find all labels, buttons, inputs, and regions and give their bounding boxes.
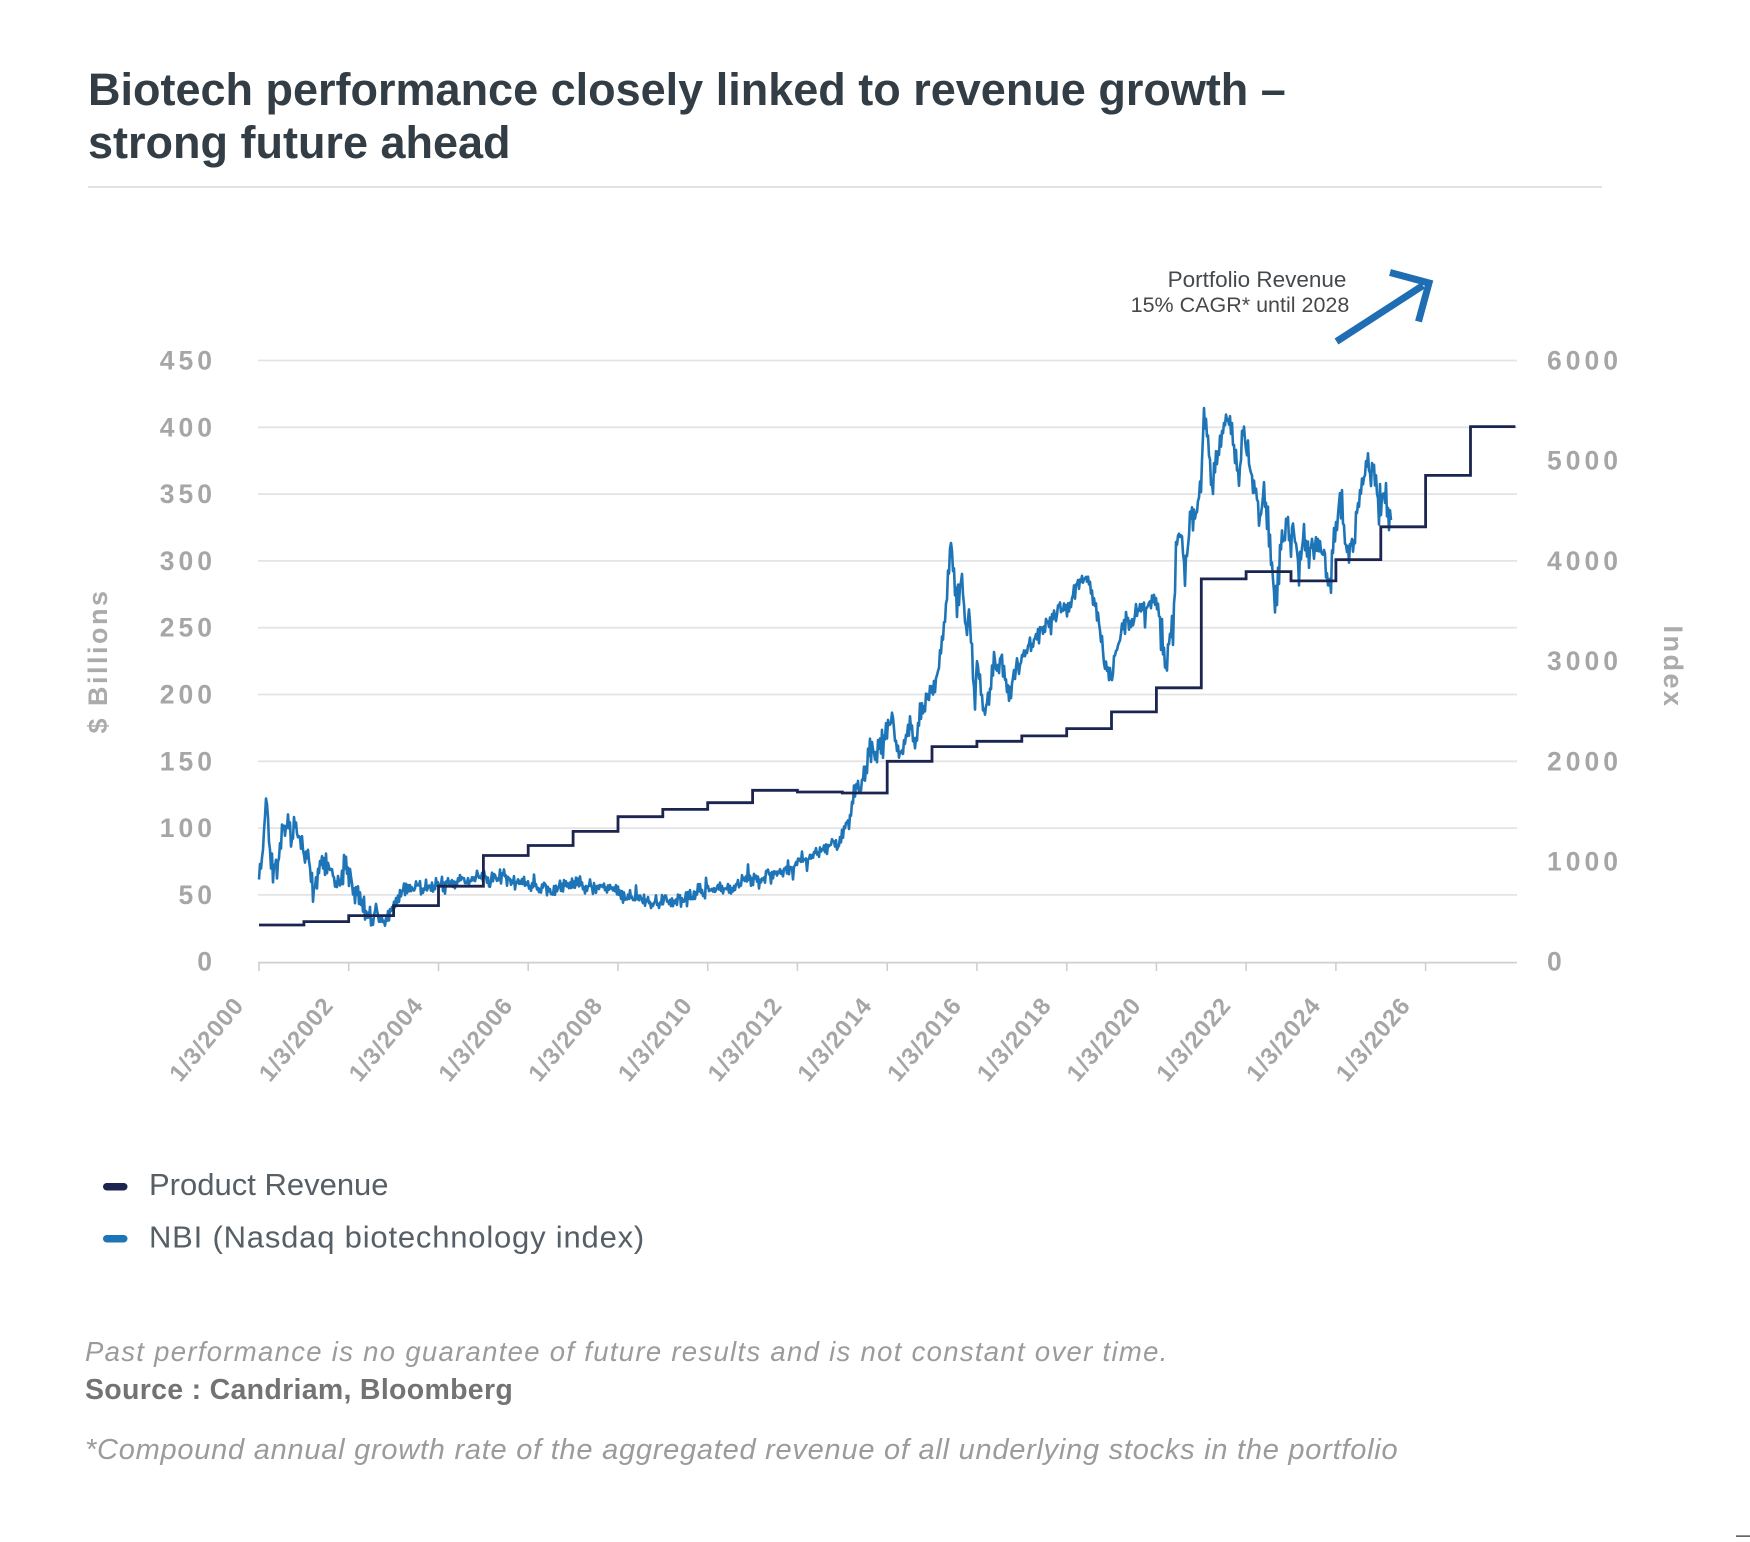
svg-text:$ Billions: $ Billions: [83, 588, 113, 733]
svg-text:450: 450: [160, 346, 216, 376]
svg-text:50: 50: [179, 880, 216, 910]
svg-text:150: 150: [160, 746, 216, 776]
svg-text:NBI (Nasdaq biotechnology inde: NBI (Nasdaq biotechnology index): [149, 1220, 645, 1255]
svg-text:0: 0: [197, 947, 216, 977]
svg-text:250: 250: [160, 613, 216, 643]
svg-text:1000: 1000: [1547, 847, 1622, 877]
svg-text:strong future ahead: strong future ahead: [88, 117, 511, 168]
svg-text:6000: 6000: [1547, 346, 1622, 376]
svg-text:5000: 5000: [1547, 446, 1622, 476]
svg-text:*Compound annual growth rate o: *Compound annual growth rate of the aggr…: [85, 1434, 1398, 1466]
svg-text:100: 100: [160, 813, 216, 843]
svg-text:400: 400: [160, 412, 216, 442]
svg-text:Biotech performance closely li: Biotech performance closely linked to re…: [88, 64, 1286, 115]
svg-text:0: 0: [1547, 947, 1566, 977]
svg-text:200: 200: [160, 680, 216, 710]
svg-text:Product Revenue: Product Revenue: [149, 1167, 389, 1202]
svg-text:Source : Candriam, Bloomberg: Source : Candriam, Bloomberg: [85, 1374, 513, 1406]
svg-text:Past performance is no guarant: Past performance is no guarantee of futu…: [85, 1336, 1169, 1367]
svg-text:Index: Index: [1658, 625, 1688, 708]
svg-text:300: 300: [160, 546, 216, 576]
svg-text:3000: 3000: [1547, 646, 1622, 676]
svg-text:350: 350: [160, 479, 216, 509]
svg-text:Portfolio Revenue: Portfolio Revenue: [1168, 267, 1347, 292]
svg-text:15% CAGR* until 2028: 15% CAGR* until 2028: [1131, 293, 1350, 317]
svg-text:4000: 4000: [1547, 546, 1622, 576]
svg-text:2000: 2000: [1547, 746, 1622, 776]
